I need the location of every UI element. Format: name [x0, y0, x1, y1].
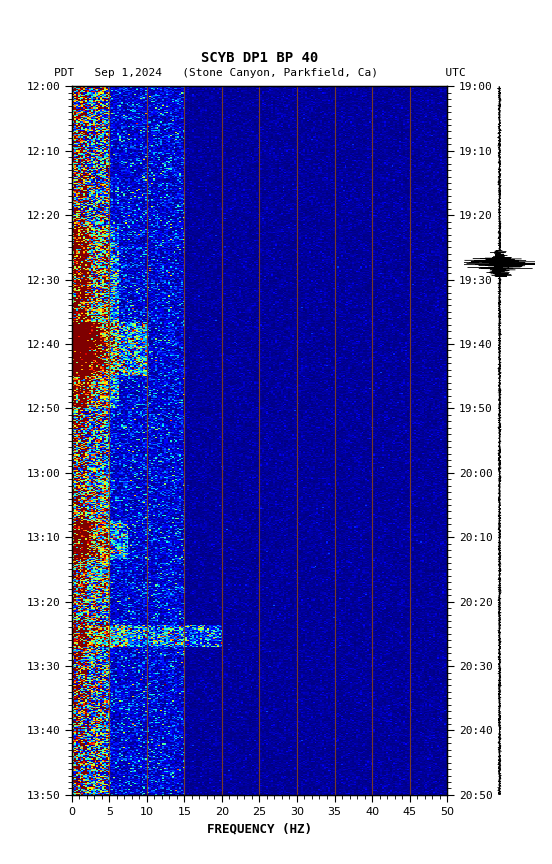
Text: SCYB DP1 BP 40: SCYB DP1 BP 40 [201, 51, 318, 65]
Text: PDT   Sep 1,2024   (Stone Canyon, Parkfield, Ca)          UTC: PDT Sep 1,2024 (Stone Canyon, Parkfield,… [54, 67, 465, 78]
X-axis label: FREQUENCY (HZ): FREQUENCY (HZ) [207, 823, 312, 835]
